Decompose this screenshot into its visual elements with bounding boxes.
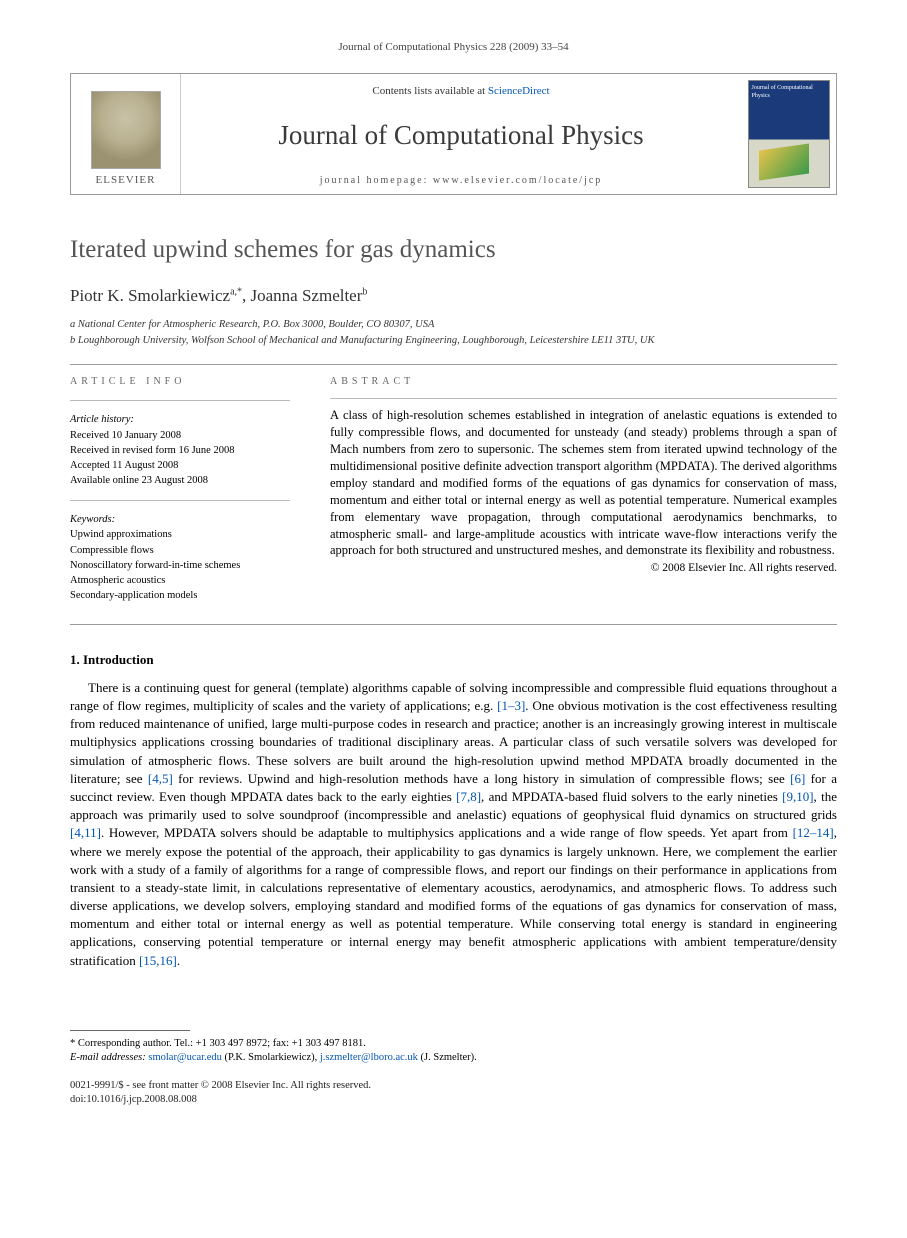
masthead-center: Contents lists available at ScienceDirec… <box>181 74 741 194</box>
cover-thumb-wrap: Journal of Computational Physics <box>741 74 836 194</box>
author-1: Piotr K. Smolarkiewicz <box>70 286 230 305</box>
email-link-1[interactable]: smolar@ucar.edu <box>148 1052 222 1063</box>
section-1-heading: 1. Introduction <box>70 651 837 669</box>
divider-mid <box>70 624 837 625</box>
ref-link-1-3[interactable]: [1–3] <box>497 698 525 713</box>
keywords-block: Keywords: Upwind approximations Compress… <box>70 513 290 603</box>
author-2-sup: b <box>362 286 367 297</box>
journal-cover-thumbnail: Journal of Computational Physics <box>748 80 830 188</box>
p1-g: . However, MPDATA solvers should be adap… <box>101 825 793 840</box>
author-2: Joanna Szmelter <box>251 286 363 305</box>
p1-e: , and MPDATA-based fluid solvers to the … <box>481 789 782 804</box>
keywords-label: Keywords: <box>70 513 290 527</box>
p1-c: for reviews. Upwind and high-resolution … <box>173 771 790 786</box>
article-info-heading: article info <box>70 375 290 389</box>
keyword-5: Secondary-application models <box>70 589 290 603</box>
history-accepted: Accepted 11 August 2008 <box>70 459 290 473</box>
journal-masthead: ELSEVIER Contents lists available at Sci… <box>70 73 837 195</box>
abstract-column: abstract A class of high-resolution sche… <box>330 375 837 604</box>
sciencedirect-link[interactable]: ScienceDirect <box>488 85 550 97</box>
running-head: Journal of Computational Physics 228 (20… <box>70 40 837 55</box>
footnotes: * Corresponding author. Tel.: +1 303 497… <box>70 1037 837 1065</box>
keyword-1: Upwind approximations <box>70 528 290 542</box>
affiliation-a: a National Center for Atmospheric Resear… <box>70 318 837 332</box>
abstract-text: A class of high-resolution schemes estab… <box>330 407 837 559</box>
contents-available-line: Contents lists available at ScienceDirec… <box>189 84 733 99</box>
page-container: Journal of Computational Physics 228 (20… <box>0 0 907 1138</box>
keyword-3: Nonoscillatory forward-in-time schemes <box>70 559 290 573</box>
keyword-2: Compressible flows <box>70 544 290 558</box>
contents-prefix: Contents lists available at <box>372 85 487 97</box>
author-line: Piotr K. Smolarkiewicza,*, Joanna Szmelt… <box>70 285 837 308</box>
ref-link-4-11[interactable]: [4,11] <box>70 825 101 840</box>
email-label: E-mail addresses: <box>70 1052 146 1063</box>
ref-link-6[interactable]: [6] <box>790 771 805 786</box>
ref-link-9-10[interactable]: [9,10] <box>782 789 813 804</box>
intro-paragraph-1: There is a continuing quest for general … <box>70 679 837 970</box>
cover-art-shape <box>759 143 809 180</box>
issn-line: 0021-9991/$ - see front matter © 2008 El… <box>70 1079 837 1093</box>
email-link-2[interactable]: j.szmelter@lboro.ac.uk <box>320 1052 418 1063</box>
ref-link-12-14[interactable]: [12–14] <box>793 825 834 840</box>
history-revised: Received in revised form 16 June 2008 <box>70 444 290 458</box>
email-who-1: (P.K. Smolarkiewicz), <box>222 1052 320 1063</box>
ref-link-15-16[interactable]: [15,16] <box>139 953 177 968</box>
corresponding-author: * Corresponding author. Tel.: +1 303 497… <box>70 1037 837 1051</box>
ref-link-4-5[interactable]: [4,5] <box>148 771 173 786</box>
article-history: Article history: Received 10 January 200… <box>70 413 290 488</box>
article-info-column: article info Article history: Received 1… <box>70 375 290 604</box>
elsevier-logo <box>91 91 161 169</box>
publisher-name: ELSEVIER <box>96 173 156 188</box>
p1-h: , where we merely expose the potential o… <box>70 825 837 967</box>
footnote-rule <box>70 1030 190 1031</box>
front-matter-block: 0021-9991/$ - see front matter © 2008 El… <box>70 1079 837 1107</box>
info-abstract-row: article info Article history: Received 1… <box>70 375 837 604</box>
article-title: Iterated upwind schemes for gas dynamics <box>70 233 837 267</box>
history-label: Article history: <box>70 413 290 427</box>
email-who-2: (J. Szmelter). <box>418 1052 477 1063</box>
abstract-heading: abstract <box>330 375 837 389</box>
journal-homepage: journal homepage: www.elsevier.com/locat… <box>189 174 733 188</box>
journal-title: Journal of Computational Physics <box>189 117 733 153</box>
author-1-sup: a,* <box>230 286 242 297</box>
history-received: Received 10 January 2008 <box>70 429 290 443</box>
doi-line: doi:10.1016/j.jcp.2008.08.008 <box>70 1093 837 1107</box>
divider-top <box>70 364 837 365</box>
ref-link-7-8[interactable]: [7,8] <box>456 789 481 804</box>
abstract-copyright: © 2008 Elsevier Inc. All rights reserved… <box>330 561 837 577</box>
p1-i: . <box>177 953 180 968</box>
cover-caption: Journal of Computational Physics <box>752 85 813 99</box>
keyword-4: Atmospheric acoustics <box>70 574 290 588</box>
email-line: E-mail addresses: smolar@ucar.edu (P.K. … <box>70 1051 837 1065</box>
history-online: Available online 23 August 2008 <box>70 474 290 488</box>
affiliation-b: b Loughborough University, Wolfson Schoo… <box>70 334 837 348</box>
publisher-block: ELSEVIER <box>71 74 181 194</box>
